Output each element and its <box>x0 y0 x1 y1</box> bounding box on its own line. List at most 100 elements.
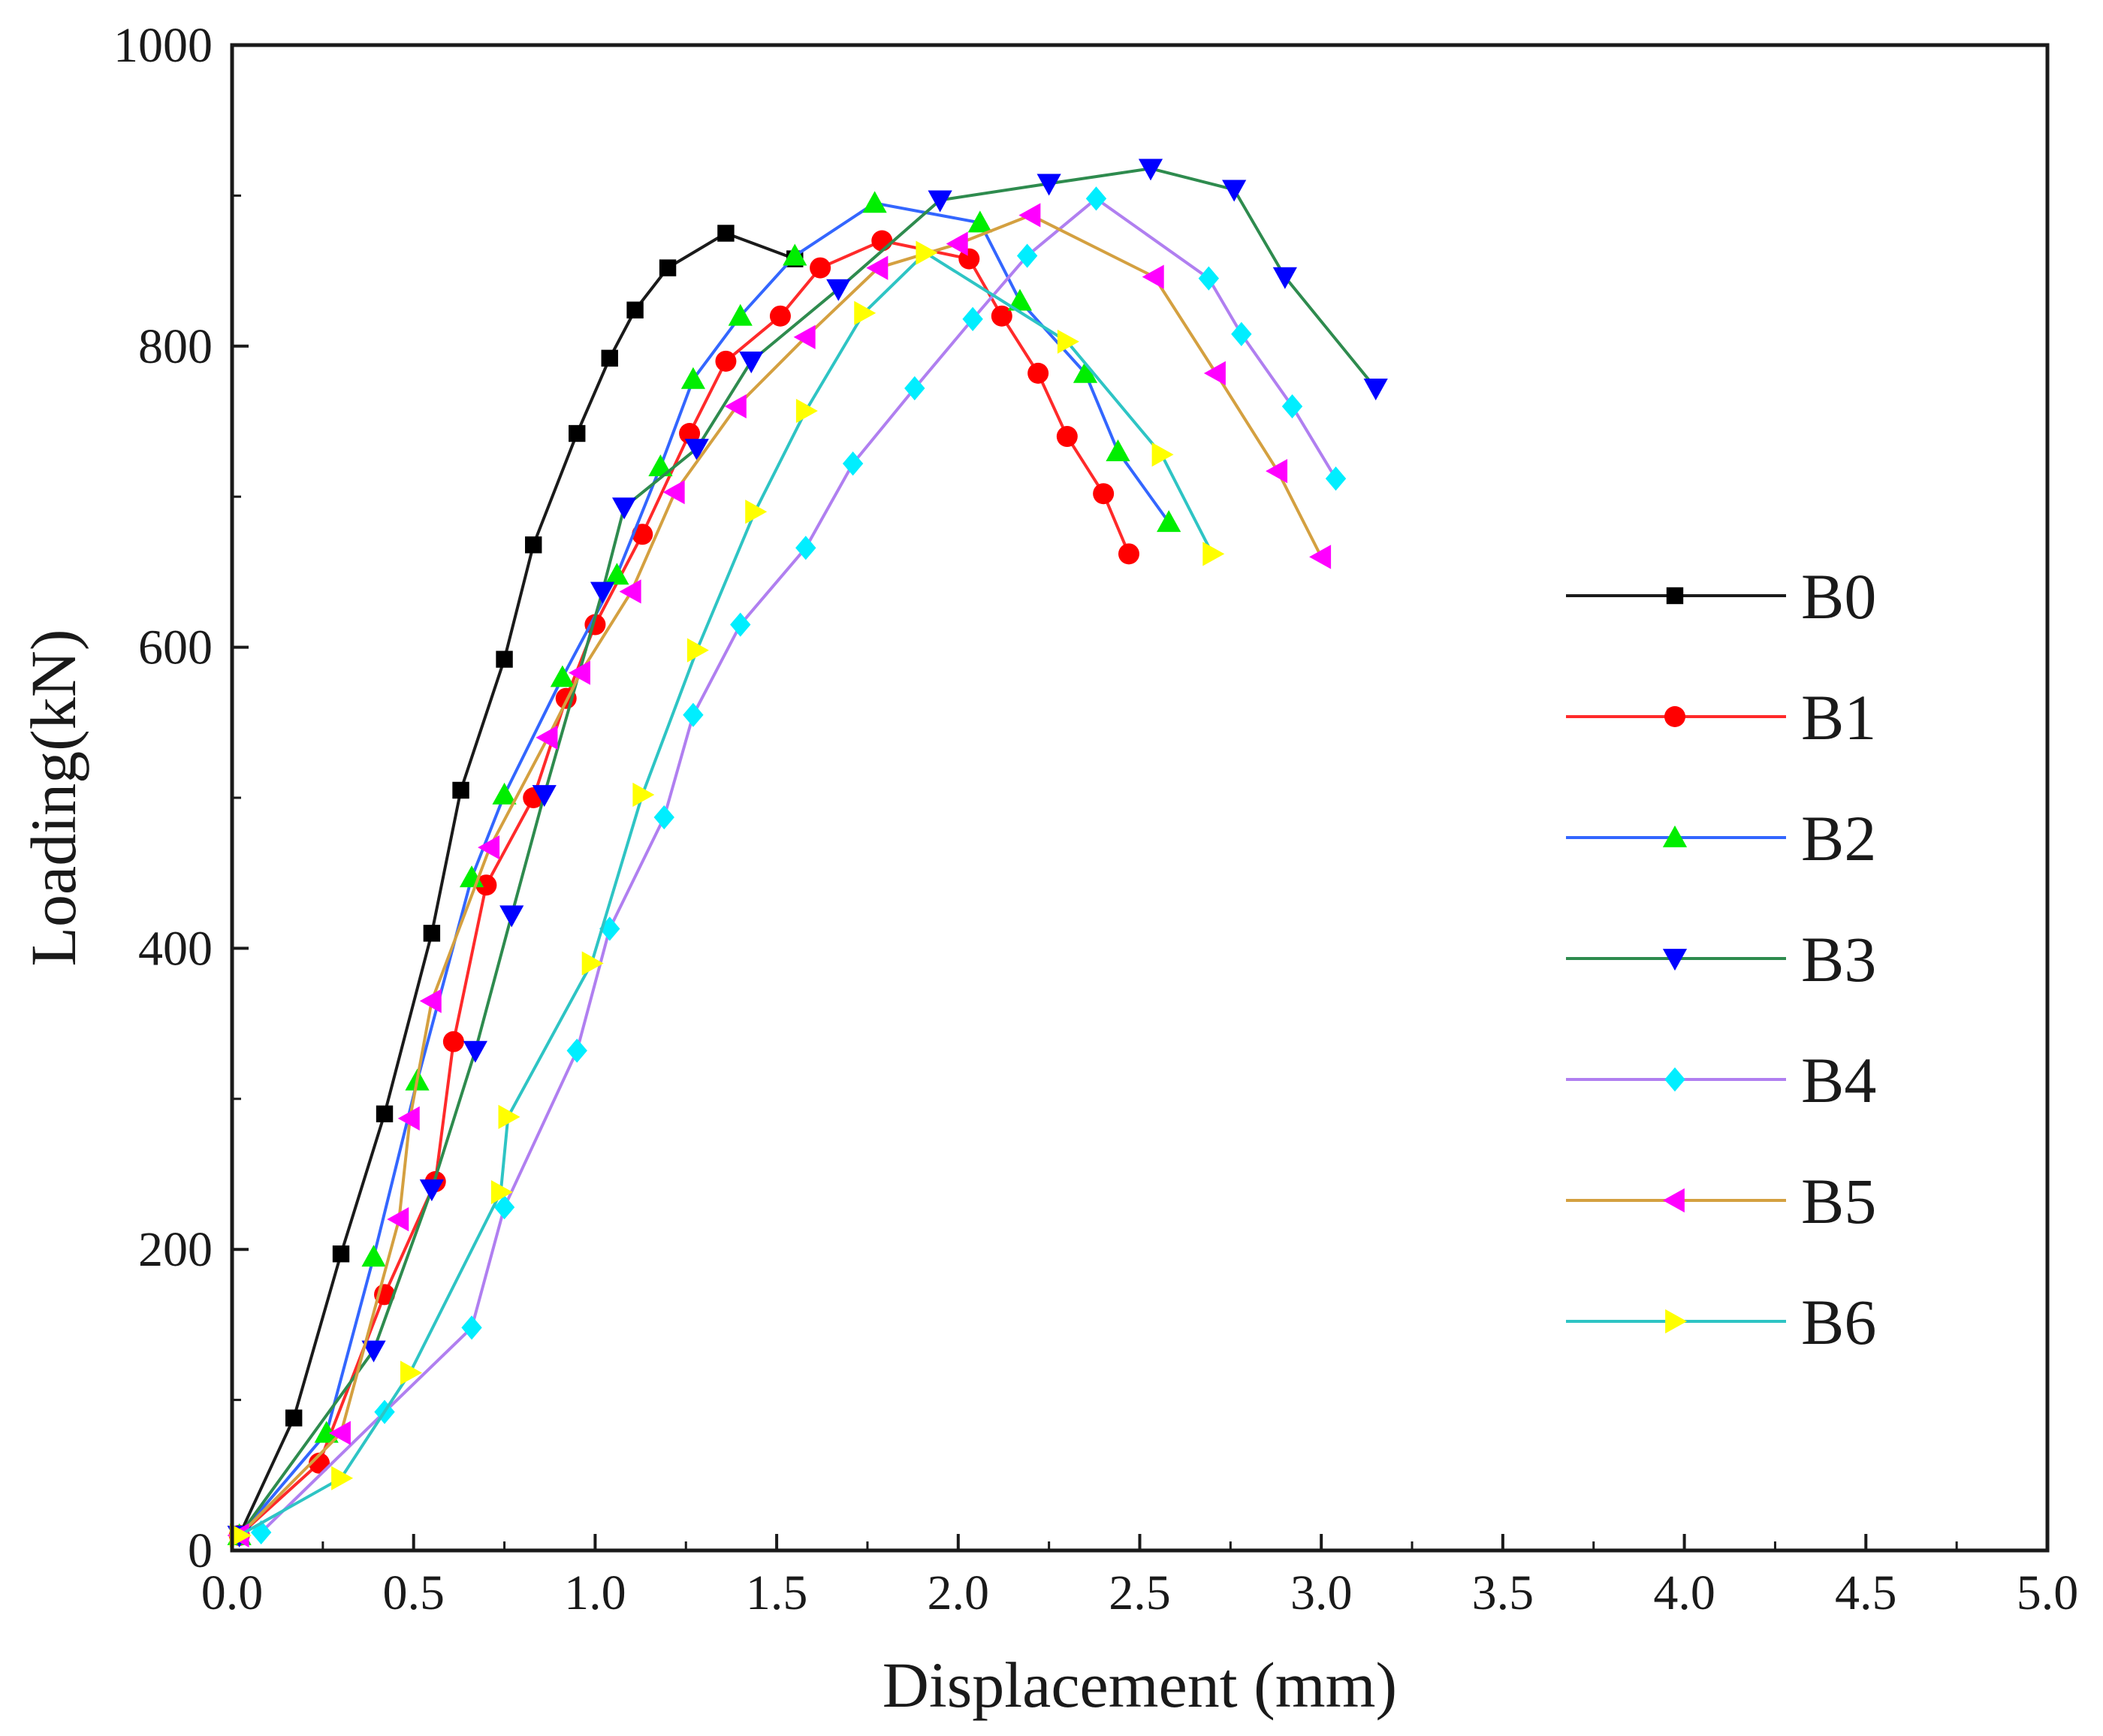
data-point-b2 <box>314 1421 339 1443</box>
data-point-b5 <box>397 1106 420 1131</box>
legend-marker-b5 <box>1662 1188 1685 1213</box>
data-point-b5 <box>1203 361 1226 385</box>
series-layer <box>227 159 1388 1548</box>
data-point-b1 <box>715 350 737 372</box>
legend-marker-b6 <box>1665 1309 1688 1334</box>
legend-item-b6: B6 <box>1566 1286 1876 1358</box>
data-point-b4 <box>1016 243 1038 268</box>
data-point-b6 <box>632 782 655 808</box>
data-point-b4 <box>1281 394 1303 419</box>
data-point-b5 <box>793 325 816 349</box>
data-point-b3 <box>739 351 764 373</box>
x-tick-label: 0.5 <box>382 1565 445 1620</box>
legend-item-b5: B5 <box>1566 1165 1876 1237</box>
data-point-b1 <box>991 305 1012 327</box>
data-point-b2 <box>1073 361 1098 383</box>
data-point-b5 <box>1266 459 1288 484</box>
data-point-b5 <box>478 835 500 860</box>
data-point-b2 <box>728 303 753 326</box>
series-line-b2 <box>238 201 1170 1537</box>
x-tick-label: 2.0 <box>928 1565 990 1620</box>
data-point-b2 <box>648 454 673 476</box>
legend-label-b0: B0 <box>1801 560 1876 633</box>
x-tick-label: 1.0 <box>564 1565 626 1620</box>
y-tick-label: 800 <box>138 319 213 374</box>
data-point-b3 <box>1363 379 1388 401</box>
data-point-b0 <box>285 1409 303 1427</box>
data-point-b2 <box>550 665 575 687</box>
data-point-b5 <box>662 480 685 505</box>
series-b0 <box>231 225 804 1544</box>
data-point-b3 <box>684 439 709 461</box>
x-axis-title: Displacement (mm) <box>883 1649 1397 1721</box>
data-point-b0 <box>332 1245 350 1263</box>
data-point-b4 <box>683 702 704 727</box>
data-point-b4 <box>795 536 816 560</box>
data-point-b3 <box>590 581 615 604</box>
legend-marker-b0 <box>1666 587 1684 605</box>
legend-marker-b4 <box>1664 1067 1685 1092</box>
data-point-b2 <box>605 563 629 585</box>
data-point-b3 <box>1138 159 1163 181</box>
data-point-b6 <box>490 1179 513 1205</box>
data-point-b1 <box>442 1031 464 1052</box>
data-point-b0 <box>717 225 735 242</box>
legend-item-b1: B1 <box>1566 681 1876 753</box>
legend-item-b3: B3 <box>1566 923 1876 995</box>
data-point-b1 <box>632 524 653 545</box>
legend-label-b2: B2 <box>1801 802 1876 874</box>
data-point-b2 <box>1007 288 1033 311</box>
data-point-b3 <box>928 190 952 213</box>
series-b5 <box>227 203 1332 1548</box>
data-point-b4 <box>842 451 864 476</box>
data-point-b3 <box>611 497 637 520</box>
data-point-b0 <box>569 424 586 442</box>
data-point-b2 <box>967 210 992 233</box>
x-tick-label: 2.5 <box>1109 1565 1171 1620</box>
data-point-b4 <box>1325 466 1347 491</box>
data-point-b5 <box>946 231 968 256</box>
x-tick-label: 4.5 <box>1835 1565 1897 1620</box>
axis-layer: 0.0 0.5 1.0 1.5 2.0 2.5 3.0 3.5 4.0 4.5 5.0 0 200 400… <box>113 18 2078 1620</box>
x-tick-label: 4.0 <box>1653 1565 1715 1620</box>
x-tick-label: 1.5 <box>746 1565 808 1620</box>
y-tick-label: 0 <box>188 1523 213 1578</box>
data-point-b2 <box>862 191 887 213</box>
data-point-b3 <box>532 785 557 808</box>
x-tick-label: 3.5 <box>1472 1565 1534 1620</box>
data-point-b0 <box>626 301 644 319</box>
data-point-b4 <box>962 306 983 331</box>
data-point-b4 <box>653 805 674 830</box>
legend-label-b5: B5 <box>1801 1165 1876 1237</box>
data-point-b4 <box>1085 186 1107 211</box>
data-point-b5 <box>1018 203 1041 228</box>
data-point-b2 <box>361 1245 386 1267</box>
y-tick-label: 600 <box>138 620 213 675</box>
data-point-b1 <box>309 1452 330 1474</box>
y-tick-label: 400 <box>138 921 213 976</box>
legend-marker-b1 <box>1664 706 1685 727</box>
data-point-b4 <box>730 612 751 637</box>
series-b6 <box>229 240 1225 1548</box>
data-point-b6 <box>331 1466 354 1490</box>
data-point-b3 <box>419 1179 444 1202</box>
series-line-b5 <box>238 213 1323 1537</box>
data-point-b0 <box>525 536 542 554</box>
data-point-b0 <box>423 925 441 942</box>
data-point-b5 <box>419 989 442 1013</box>
legend-item-b0: B0 <box>1566 560 1876 633</box>
data-point-b0 <box>601 349 618 367</box>
data-point-b1 <box>679 423 701 445</box>
data-point-b2 <box>1106 439 1130 461</box>
data-point-b6 <box>498 1104 520 1129</box>
data-point-b1 <box>769 305 791 327</box>
data-point-b1 <box>1093 483 1115 505</box>
legend-label-b3: B3 <box>1801 923 1876 995</box>
data-point-b2 <box>492 782 517 805</box>
x-tick-label: 3.0 <box>1290 1565 1353 1620</box>
data-point-b6 <box>229 1523 252 1548</box>
legend-item-b4: B4 <box>1566 1044 1876 1116</box>
data-point-b5 <box>387 1207 409 1232</box>
x-tick-label: 5.0 <box>2017 1565 2079 1620</box>
data-point-b5 <box>866 255 889 280</box>
